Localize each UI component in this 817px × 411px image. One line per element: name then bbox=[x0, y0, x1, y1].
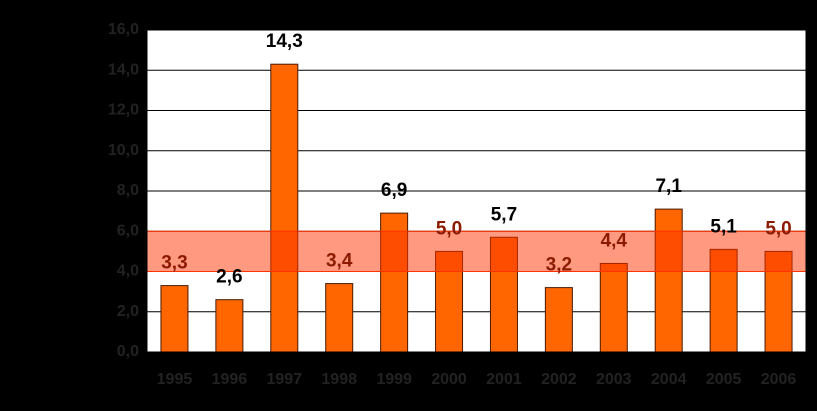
value-label: 5,1 bbox=[710, 216, 737, 237]
y-tick-label: 14,0 bbox=[108, 61, 139, 78]
y-tick-label: 6,0 bbox=[117, 222, 139, 239]
value-label: 4,4 bbox=[601, 230, 628, 251]
x-tick-label: 2003 bbox=[596, 371, 632, 388]
bar bbox=[160, 285, 189, 353]
y-tick-label: 16,0 bbox=[108, 21, 139, 38]
bar bbox=[215, 299, 244, 353]
bar bbox=[270, 63, 299, 353]
y-tick-label: 0,0 bbox=[117, 343, 139, 360]
value-label: 3,2 bbox=[546, 255, 572, 276]
x-tick-label: 1995 bbox=[157, 371, 193, 388]
bar bbox=[544, 287, 573, 353]
x-tick-label: 1997 bbox=[266, 371, 302, 388]
y-tick-label: 8,0 bbox=[117, 182, 139, 199]
x-tick-label: 2006 bbox=[761, 371, 797, 388]
highlight-band bbox=[146, 230, 807, 272]
x-tick-label: 1998 bbox=[321, 371, 357, 388]
y-tick-label: 10,0 bbox=[108, 142, 139, 159]
value-label: 6,9 bbox=[381, 180, 407, 201]
x-tick-label: 2002 bbox=[541, 371, 577, 388]
value-label: 14,3 bbox=[266, 31, 303, 52]
bar bbox=[654, 208, 683, 353]
value-label: 5,0 bbox=[436, 218, 462, 239]
y-tick-label: 2,0 bbox=[117, 303, 139, 320]
value-label: 7,1 bbox=[655, 176, 682, 197]
x-tick-label: 1999 bbox=[376, 371, 412, 388]
y-tick-label: 4,0 bbox=[117, 263, 139, 280]
bar bbox=[599, 262, 628, 353]
value-label: 5,0 bbox=[765, 218, 791, 239]
value-label: 2,6 bbox=[216, 267, 242, 288]
x-tick-label: 1996 bbox=[212, 371, 248, 388]
plot-border bbox=[146, 29, 807, 353]
y-tick-label: 12,0 bbox=[108, 102, 139, 119]
x-tick-label: 2005 bbox=[706, 371, 742, 388]
value-label: 3,3 bbox=[161, 253, 187, 274]
x-tick-label: 2004 bbox=[651, 371, 687, 388]
value-label: 3,4 bbox=[326, 251, 353, 272]
x-tick-label: 2000 bbox=[431, 371, 467, 388]
x-tick-label: 2001 bbox=[486, 371, 522, 388]
value-label: 5,7 bbox=[491, 204, 517, 225]
bar bbox=[325, 283, 354, 353]
